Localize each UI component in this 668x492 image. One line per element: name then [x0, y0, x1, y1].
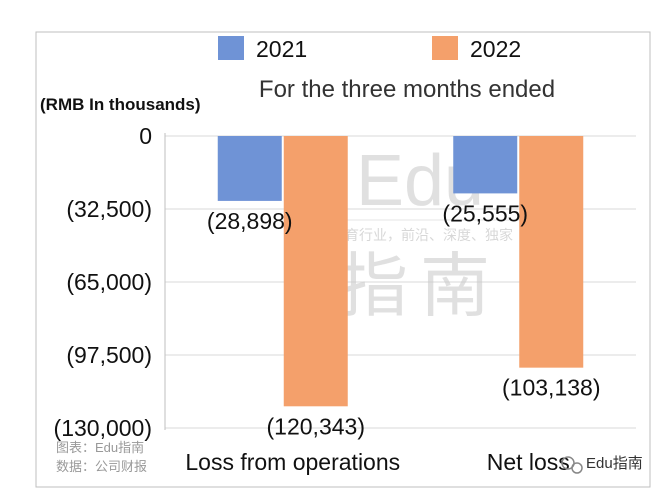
data-label: (28,898): [207, 208, 293, 234]
data-label: (25,555): [442, 200, 528, 226]
wechat-icon: [561, 456, 575, 470]
chart-title: For the three months ended: [259, 76, 555, 103]
y-tick-label: (32,500): [66, 196, 152, 222]
legend-swatch-2021: [218, 36, 244, 60]
x-tick-label: Loss from operations: [185, 449, 400, 475]
bar-2022-net-loss: [519, 136, 584, 368]
legend-label: 2021: [256, 36, 307, 62]
brand-label: Edu指南: [586, 455, 643, 472]
y-tick-label: (130,000): [54, 415, 152, 441]
wechat-icon-small: [571, 462, 583, 474]
legend-swatch-2022: [432, 36, 458, 60]
x-tick-label: Net loss: [487, 449, 570, 475]
legend: 2021 2022: [218, 36, 521, 62]
y-tick-label: (97,500): [66, 342, 152, 368]
bar-2021-loss-from-operations: [217, 136, 282, 201]
y-tick-label: 0: [139, 123, 152, 149]
data-labels: (28,898) (120,343) (25,555) (103,138): [207, 200, 601, 439]
data-label: (103,138): [502, 375, 600, 401]
y-tick-label: (65,000): [66, 269, 152, 295]
legend-label: 2022: [470, 36, 521, 62]
source-line-1: 图表：Edu指南: [56, 440, 144, 455]
x-tick-labels: Loss from operations Net loss: [185, 449, 569, 475]
bar-2022-loss-from-operations: [283, 136, 348, 407]
watermark-zhinan: 指南: [338, 247, 502, 325]
data-label: (120,343): [267, 413, 365, 439]
source-line-2: 数据：公司财报: [56, 459, 147, 474]
y-tick-labels: 0 (32,500) (65,000) (97,500) (130,000): [54, 123, 152, 441]
brand-badge: Edu指南: [561, 455, 643, 474]
bar-2021-net-loss: [453, 136, 518, 194]
bars: [217, 136, 584, 407]
y-axis-label: (RMB In thousands): [40, 95, 201, 114]
watermark-slogan: 教育行业，前沿、深度、独家: [331, 227, 513, 243]
